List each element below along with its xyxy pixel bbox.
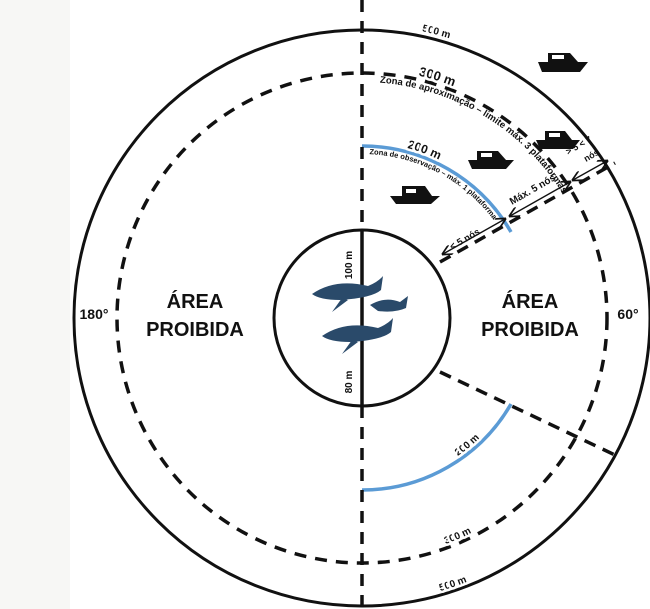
- area-label: ÁREA: [502, 290, 559, 313]
- distance-label: 100 m: [344, 251, 355, 279]
- area-label: ÁREA: [167, 290, 224, 313]
- distance-label: 80 m: [344, 370, 355, 393]
- area-label: PROIBIDA: [481, 319, 579, 341]
- area-label: PROIBIDA: [146, 319, 244, 341]
- angle-label: 60°: [617, 306, 638, 322]
- side-shade: [0, 0, 70, 609]
- angle-label: 180°: [80, 306, 109, 322]
- diagram: 500 m 300 m Zona de aproximação – limite…: [0, 0, 650, 609]
